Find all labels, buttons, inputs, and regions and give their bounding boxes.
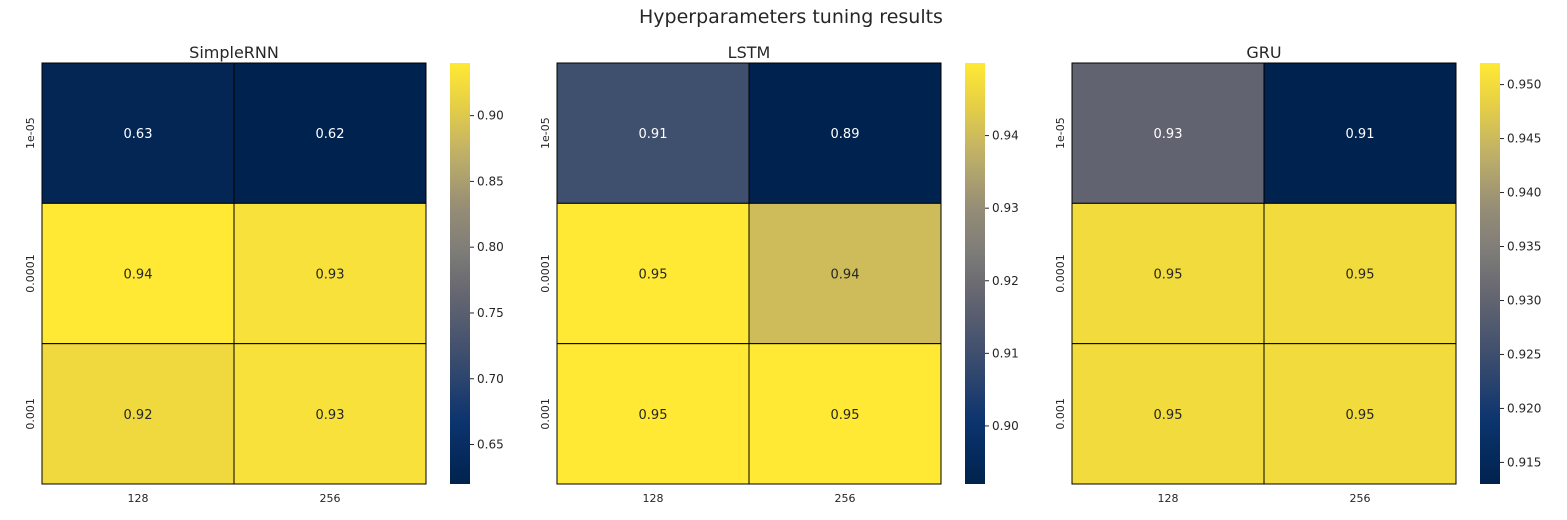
colorbar-tick-label: 0.85 [477,174,504,188]
heatmap-cell [748,62,942,204]
heatmap-cell [748,343,942,485]
cell-value-label: 0.92 [124,408,153,423]
heatmap-cell [748,202,942,345]
x-tick-label: 128 [1158,492,1179,505]
colorbar-tick-label: 0.950 [1507,78,1541,92]
cell-value-label: 0.62 [316,127,345,142]
colorbar-tick-label: 0.65 [477,438,504,452]
y-tick-label: 0.0001 [24,254,37,293]
colorbar-tick-label: 0.80 [477,240,504,254]
y-tick-label: 0.001 [539,398,552,430]
heatmap-cell [41,202,235,345]
cell-value-label: 0.89 [831,127,860,142]
cell-value-label: 0.94 [831,268,860,283]
cell-value-label: 0.95 [1154,268,1183,283]
y-tick-label: 1e-05 [24,117,37,149]
colorbar [1480,63,1500,484]
colorbar-tick-label: 0.94 [992,129,1019,143]
y-tick-label: 0.0001 [539,254,552,293]
panel-title: LSTM [728,43,771,62]
y-tick-label: 0.0001 [1054,254,1067,293]
heatmap-cell [556,343,750,485]
cell-value-label: 0.91 [639,127,668,142]
x-tick-label: 128 [128,492,149,505]
colorbar-tick-label: 0.90 [992,419,1019,433]
heatmap-cell [1071,343,1265,485]
x-tick-label: 256 [320,492,341,505]
colorbar-tick-label: 0.925 [1507,347,1541,361]
heatmap-cell [1071,202,1265,345]
heatmap-cell [556,62,750,204]
cell-value-label: 0.95 [639,408,668,423]
heatmap-cell [1263,343,1457,485]
panel-title: SimpleRNN [189,43,279,62]
y-tick-label: 1e-05 [1054,117,1067,149]
colorbar-tick-label: 0.930 [1507,293,1541,307]
heatmap-panel-simplernn: SimpleRNN 0.63 0.62 0.94 0.93 0.92 0.93 128 256 1… [24,43,504,505]
cell-value-label: 0.93 [1154,127,1183,142]
colorbar-tick-label: 0.945 [1507,132,1541,146]
heatmap-cell [233,62,427,204]
heatmap-cell [1263,202,1457,345]
heatmap-cell [1263,62,1457,204]
colorbar-tick-label: 0.915 [1507,455,1541,469]
x-tick-label: 256 [1350,492,1371,505]
heatmap-cell [41,62,235,204]
cell-value-label: 0.93 [316,268,345,283]
cell-value-label: 0.94 [124,268,153,283]
cell-value-label: 0.95 [1346,408,1375,423]
heatmap-panel-lstm: LSTM 0.91 0.89 0.95 0.94 0.95 0.95 128 256 1e-05 0… [539,43,1019,505]
cell-value-label: 0.93 [316,408,345,423]
cell-value-label: 0.95 [831,408,860,423]
colorbar-tick-label: 0.940 [1507,186,1541,200]
x-tick-label: 256 [835,492,856,505]
y-tick-label: 0.001 [1054,398,1067,430]
heatmap-cell [1071,62,1265,204]
figure-title: Hyperparameters tuning results [639,6,943,28]
heatmap-cell [41,343,235,485]
colorbar-tick-label: 0.91 [992,346,1019,360]
cell-value-label: 0.63 [124,127,153,142]
heatmap-cell [233,202,427,345]
y-tick-label: 0.001 [24,398,37,430]
cell-value-label: 0.91 [1346,127,1375,142]
colorbar-tick-label: 0.92 [992,274,1019,288]
colorbar-tick-label: 0.70 [477,372,504,386]
colorbar-tick-label: 0.93 [992,201,1019,215]
heatmap-panel-gru: GRU 0.93 0.91 0.95 0.95 0.95 0.95 128 256 1e-05 0.… [1054,43,1541,505]
heatmap-cell [233,343,427,485]
panel-title: GRU [1246,43,1281,62]
cell-value-label: 0.95 [639,268,668,283]
colorbar [450,63,470,484]
colorbar [965,63,985,484]
x-tick-label: 128 [643,492,664,505]
colorbar-tick-label: 0.920 [1507,401,1541,415]
colorbar-tick-label: 0.935 [1507,240,1541,254]
cell-value-label: 0.95 [1154,408,1183,423]
colorbar-tick-label: 0.75 [477,306,504,320]
colorbar-tick-label: 0.90 [477,109,504,123]
cell-value-label: 0.95 [1346,268,1375,283]
y-tick-label: 1e-05 [539,117,552,149]
